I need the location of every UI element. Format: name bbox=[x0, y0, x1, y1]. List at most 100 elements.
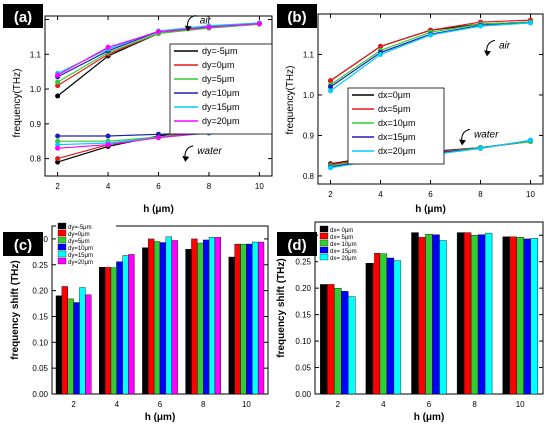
x-tick-label: 6 bbox=[428, 190, 433, 199]
bar bbox=[148, 238, 155, 395]
bar bbox=[463, 232, 472, 395]
x-tick-label: 6 bbox=[156, 182, 161, 191]
x-tick-label: 10 bbox=[526, 190, 535, 199]
data-point bbox=[528, 137, 533, 143]
bar bbox=[208, 237, 216, 395]
x-tick-label: 4 bbox=[106, 182, 111, 191]
bar bbox=[509, 236, 517, 395]
legend-swatch bbox=[57, 257, 67, 265]
data-point bbox=[378, 43, 383, 49]
data-point bbox=[328, 88, 333, 94]
x-tick-label: 10 bbox=[255, 182, 264, 191]
bar bbox=[327, 284, 335, 395]
bar bbox=[252, 241, 259, 395]
bar bbox=[73, 302, 80, 395]
bar bbox=[523, 238, 531, 395]
legend-swatch bbox=[319, 253, 329, 261]
y-tick-label: 0.00 bbox=[295, 390, 311, 399]
bar bbox=[202, 239, 210, 395]
data-point bbox=[156, 29, 161, 35]
x-tick-label: 6 bbox=[427, 400, 432, 409]
bar bbox=[116, 261, 123, 395]
x-tick-label: 8 bbox=[472, 400, 477, 409]
legend-label: dx= 0μm bbox=[330, 228, 353, 234]
annotation-label: air bbox=[499, 40, 511, 51]
y-tick-label: 0.25 bbox=[295, 258, 311, 267]
x-tick-label: 4 bbox=[115, 400, 120, 409]
bar bbox=[98, 261, 106, 395]
legend-swatch bbox=[319, 232, 329, 240]
bar bbox=[55, 295, 63, 395]
bar bbox=[530, 238, 538, 395]
data-point bbox=[105, 44, 111, 50]
bar bbox=[365, 251, 374, 395]
y-axis-label: frequency(THz) bbox=[12, 69, 23, 138]
data-point bbox=[256, 21, 262, 27]
y-tick-label: 1.1 bbox=[30, 50, 42, 59]
bar bbox=[502, 236, 510, 395]
legend-label: dx= 5μm bbox=[330, 235, 353, 241]
legend-label: dx=10μm bbox=[378, 118, 415, 128]
legend-swatch bbox=[57, 250, 67, 258]
panel-label-box bbox=[3, 4, 43, 28]
y-tick-label: 0.00 bbox=[32, 390, 48, 399]
y-tick-label: 0.25 bbox=[32, 261, 48, 270]
legend-swatch bbox=[319, 225, 329, 233]
data-point bbox=[105, 133, 111, 139]
x-tick-label: 8 bbox=[207, 182, 212, 191]
bar bbox=[191, 238, 198, 395]
y-tick-label: 0.20 bbox=[32, 287, 48, 296]
y-tick-label: 0.10 bbox=[295, 337, 311, 346]
bar bbox=[456, 232, 465, 395]
legend-label: dy=5μm bbox=[68, 239, 90, 245]
data-point bbox=[528, 20, 533, 26]
data-point bbox=[55, 79, 61, 85]
bar bbox=[153, 241, 161, 395]
bar bbox=[67, 298, 74, 395]
bar bbox=[484, 232, 493, 395]
y-tick-label: 0.20 bbox=[295, 284, 311, 293]
annotation-label: air bbox=[200, 15, 212, 26]
x-axis-label: h (μm) bbox=[145, 412, 176, 423]
y-tick-label: 0.15 bbox=[295, 311, 311, 320]
legend-label: dy=15μm bbox=[202, 102, 239, 112]
x-tick-label: 2 bbox=[55, 182, 60, 191]
bar bbox=[372, 253, 381, 395]
panel-d: 0.000.050.100.150.200.250.30h (μm)freque… bbox=[276, 221, 544, 423]
panel-label: (c) bbox=[14, 237, 32, 254]
bar bbox=[214, 237, 222, 395]
data-point bbox=[328, 84, 333, 90]
bar bbox=[320, 284, 328, 395]
legend-swatch bbox=[319, 239, 329, 247]
bar bbox=[432, 234, 440, 395]
legend-label: dy=0μm bbox=[68, 232, 90, 238]
panel-label: (d) bbox=[287, 237, 306, 254]
legend-label: dy=5μm bbox=[202, 74, 234, 84]
bar bbox=[159, 242, 167, 395]
x-tick-label: 8 bbox=[478, 190, 483, 199]
legend-label: dy=10μm bbox=[202, 88, 239, 98]
y-tick-label: 0.10 bbox=[32, 338, 48, 347]
data-point bbox=[206, 24, 212, 30]
annotation-arrowhead bbox=[484, 50, 491, 57]
bar bbox=[411, 232, 419, 395]
legend-label: dy=-5μm bbox=[68, 225, 92, 231]
data-point bbox=[156, 135, 161, 141]
legend-label: dx=0μm bbox=[378, 90, 410, 100]
bar bbox=[470, 235, 479, 395]
legend-label: dx= 20μm bbox=[330, 256, 357, 262]
bar bbox=[246, 243, 253, 395]
bar bbox=[379, 253, 388, 395]
x-tick-label: 8 bbox=[201, 400, 206, 409]
y-tick-label: 0.9 bbox=[30, 120, 42, 129]
x-tick-label: 2 bbox=[328, 190, 333, 199]
x-axis-label: h (μm) bbox=[143, 204, 174, 215]
legend-swatch bbox=[319, 246, 329, 254]
x-axis-label: h (μm) bbox=[415, 204, 446, 215]
bar bbox=[171, 240, 178, 395]
legend-label: dx= 10μm bbox=[330, 242, 357, 248]
panel-a: 0.80.91.01.11.2h (μm)frequency(THz)24681… bbox=[3, 4, 273, 215]
legend-label: dy=15μm bbox=[68, 253, 93, 259]
y-tick-label: 1.1 bbox=[303, 50, 315, 59]
panel-b: 0.80.91.01.11.2h (μm)frequency(THz)24681… bbox=[277, 4, 544, 215]
